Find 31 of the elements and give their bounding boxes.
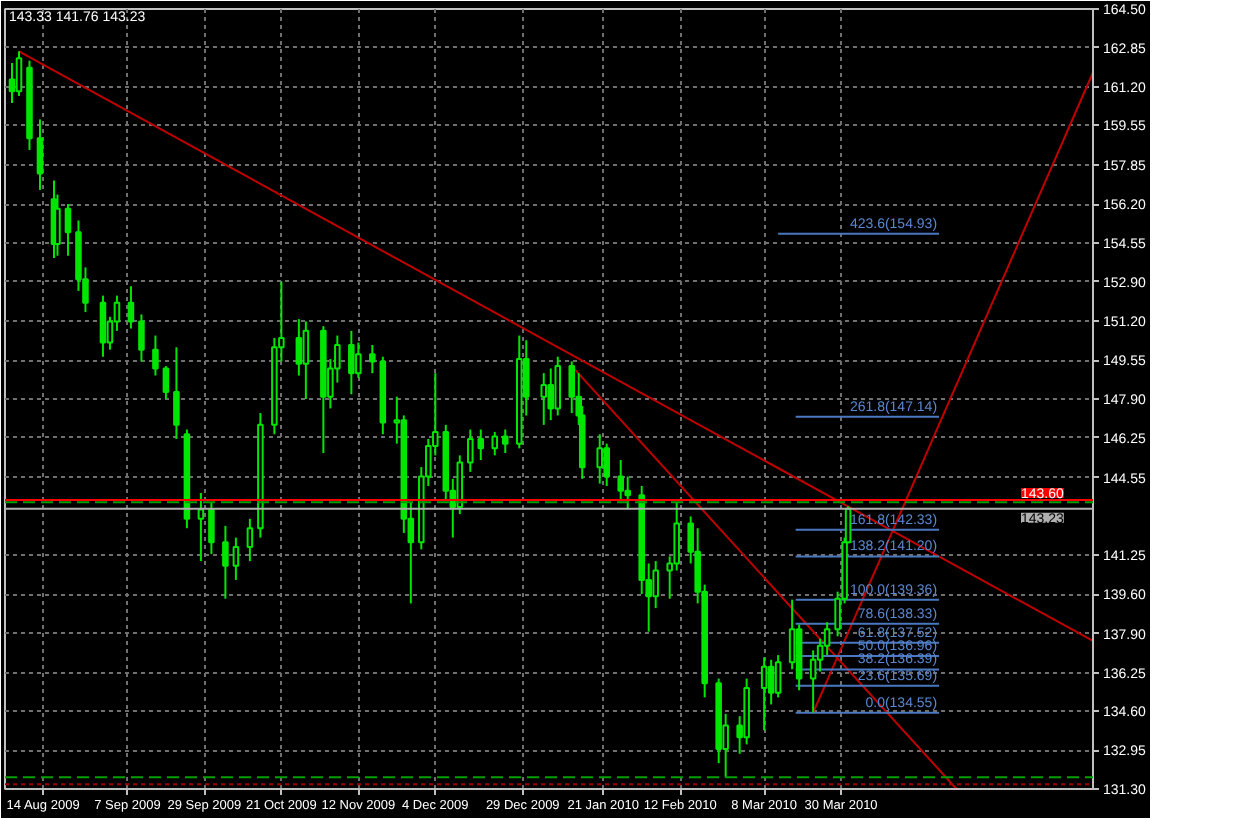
candlestick — [302, 320, 310, 400]
candlestick — [603, 442, 610, 487]
candlestick — [295, 318, 303, 377]
candlestick — [774, 654, 782, 699]
candlestick — [491, 430, 499, 457]
candlestick — [348, 329, 355, 396]
candlestick — [355, 341, 362, 379]
candlestick — [760, 656, 768, 732]
candlestick — [554, 355, 562, 417]
candlestick — [369, 343, 376, 375]
candlestick — [222, 524, 229, 600]
candlestick — [596, 433, 603, 485]
candlestick — [64, 203, 72, 257]
candlestick — [246, 517, 254, 563]
candlestick — [208, 501, 215, 556]
candlestick — [162, 365, 170, 400]
candlestick — [467, 428, 474, 473]
candlestick — [36, 118, 44, 191]
candlestick — [540, 372, 548, 426]
candlestick — [232, 536, 240, 581]
candlestick — [138, 313, 145, 363]
candlestick — [15, 50, 23, 97]
candlestick — [173, 346, 180, 440]
candlestick — [99, 294, 107, 358]
candlestick — [547, 367, 555, 422]
candlestick — [617, 459, 624, 502]
candlestick — [477, 428, 485, 462]
candlestick — [502, 428, 509, 455]
candlestick — [152, 334, 159, 377]
candlestick — [127, 285, 135, 330]
candlestick — [8, 62, 16, 104]
